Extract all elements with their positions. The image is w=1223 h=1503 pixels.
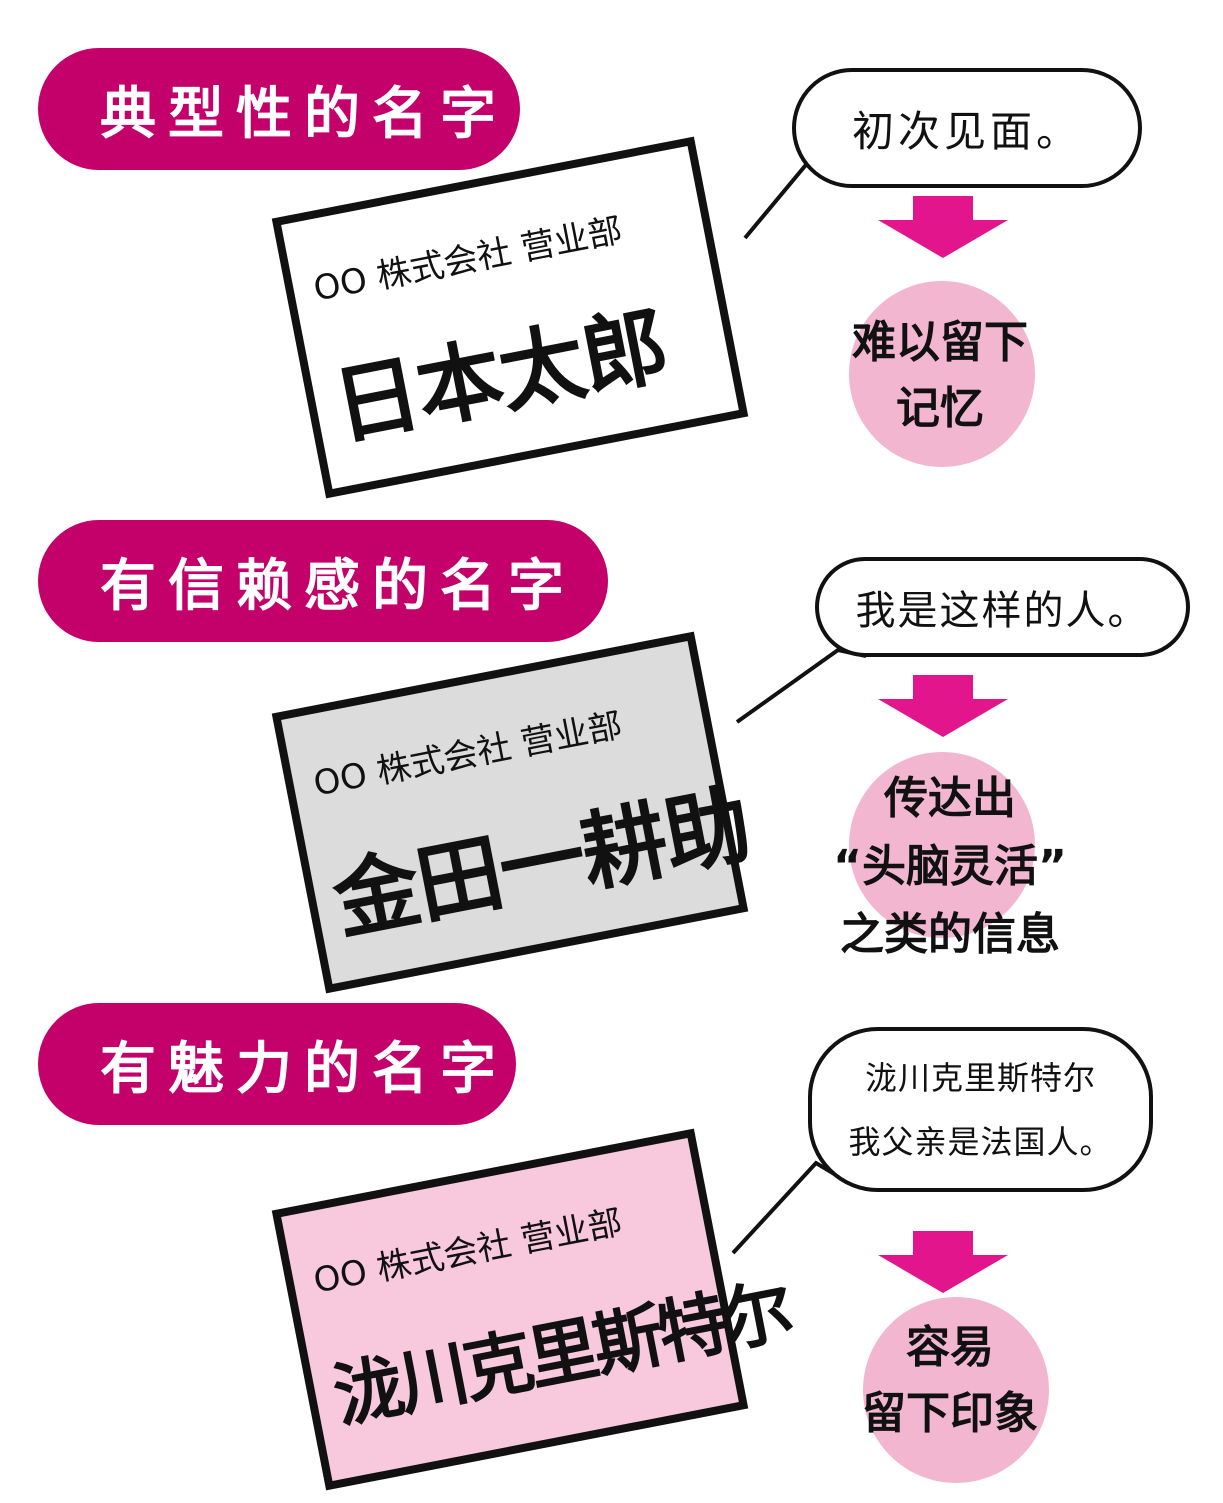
- speech-bubble: 泷川克里斯特尔 我父亲是法国人。: [808, 1027, 1153, 1192]
- result-line: 留下印象: [862, 1388, 1038, 1439]
- card-company: OO 株式会社 营业部: [310, 1202, 626, 1302]
- card-person-name: 日本太郎: [325, 295, 675, 459]
- category-tag: 有魅力的名字: [38, 1003, 516, 1125]
- result-text: 传达出 “头脑灵活” 之类的信息: [760, 765, 1140, 969]
- section-typical-name: 典型性的名字 OO 株式会社 营业部 日本太郎 初次见面。 难以留下 记忆: [0, 0, 1223, 500]
- result-circle: [863, 1297, 1049, 1483]
- result-circle: [849, 752, 1035, 938]
- section-trustworthy-name: 有信赖感的名字 OO 株式会社 营业部 金田一耕助 我是这样的人。 传达出 “头…: [0, 500, 1223, 1000]
- result-line: “头脑灵活”: [833, 841, 1067, 892]
- speech-text: 泷川克里斯特尔: [864, 1058, 1096, 1097]
- down-arrow-icon: [878, 675, 1008, 737]
- result-line: 传达出: [884, 773, 1016, 824]
- down-arrow-icon: [878, 196, 1008, 258]
- result-line: 容易: [906, 1322, 994, 1373]
- speech-text: 初次见面。: [851, 106, 1082, 156]
- down-arrow-icon: [878, 1231, 1008, 1293]
- result-line: 记忆: [896, 383, 984, 434]
- category-tag: 有信赖感的名字: [38, 520, 608, 642]
- category-tag: 典型性的名字: [38, 48, 520, 170]
- result-circle: [849, 281, 1035, 467]
- section-attractive-name: 有魅力的名字 OO 株式会社 营业部 泷川克里斯特尔 泷川克里斯特尔 我父亲是法…: [0, 985, 1223, 1503]
- speech-bubble: 初次见面。: [792, 68, 1142, 188]
- speech-text: 我父亲是法国人。: [848, 1122, 1113, 1161]
- speech-text: 我是这样的人。: [855, 588, 1150, 634]
- result-text: 难以留下 记忆: [800, 310, 1080, 442]
- result-text: 容易 留下印象: [800, 1315, 1100, 1447]
- result-line: 之类的信息: [840, 909, 1060, 960]
- result-line: 难以留下: [852, 317, 1028, 368]
- speech-bubble: 我是这样的人。: [815, 557, 1190, 657]
